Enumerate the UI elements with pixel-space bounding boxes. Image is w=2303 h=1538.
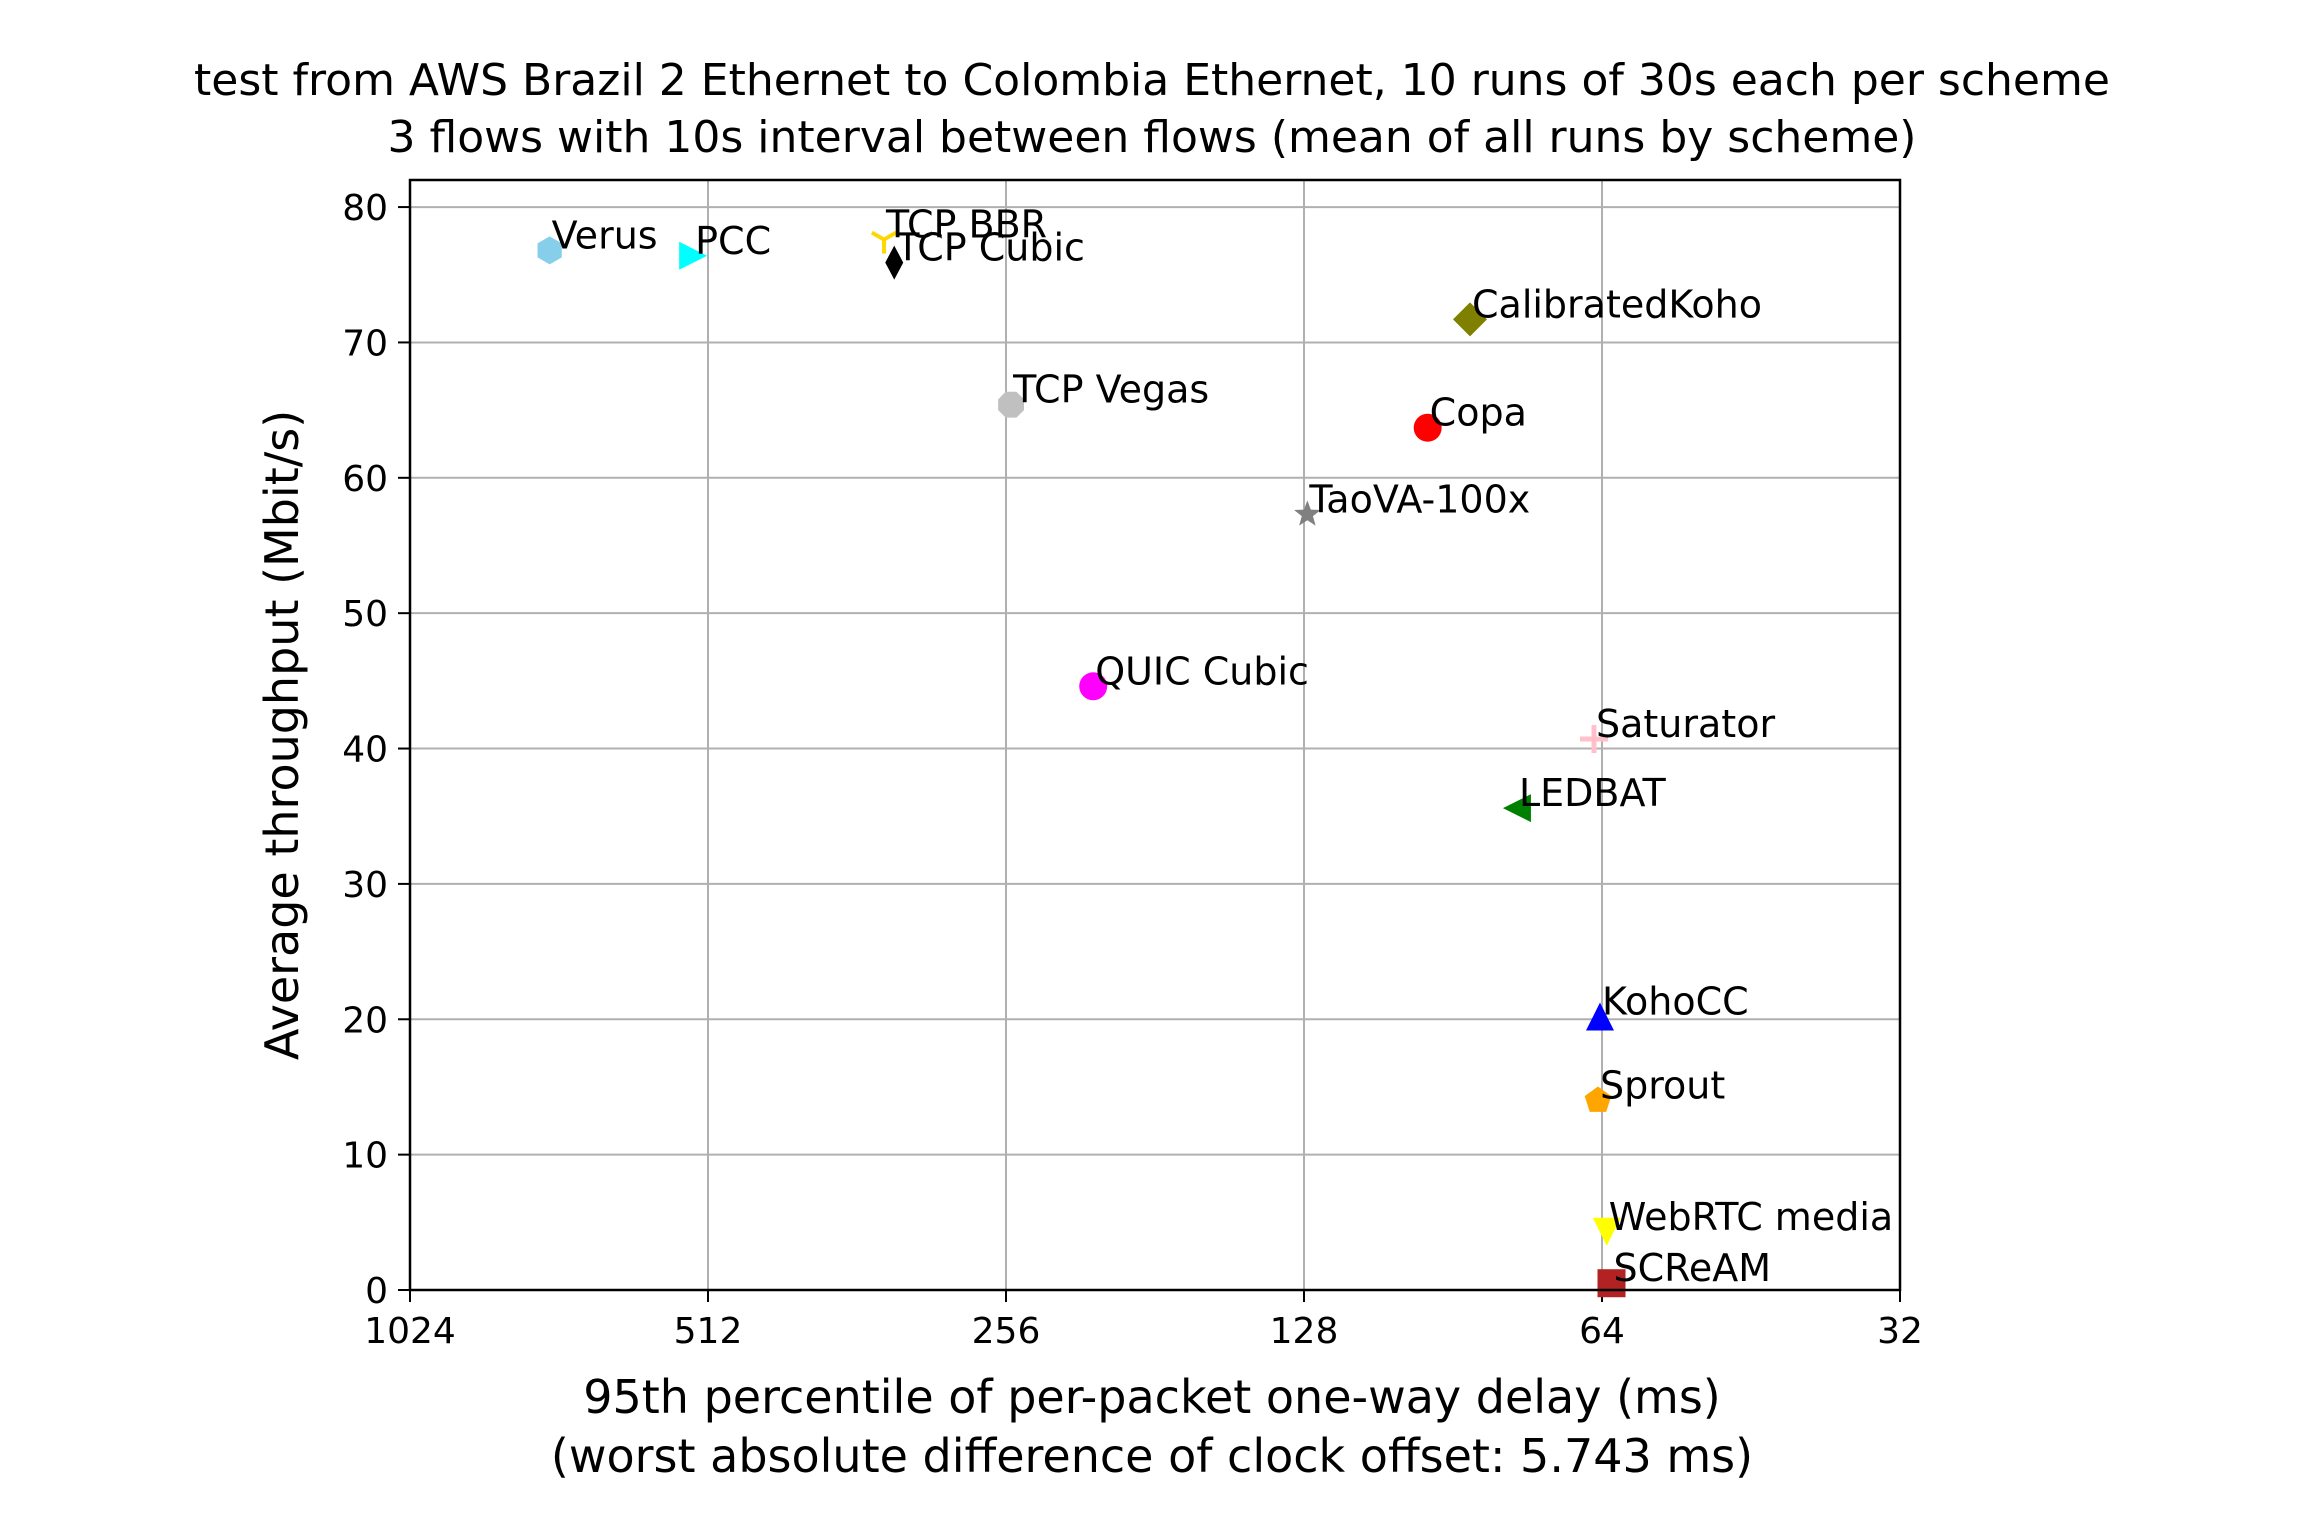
point-calibratedkoho: [1453, 302, 1487, 337]
chart-title-line-1: test from AWS Brazil 2 Ethernet to Colom…: [194, 55, 2110, 106]
point-label-calibratedkoho: CalibratedKoho: [1472, 282, 1762, 326]
point-label-sprout: Sprout: [1600, 1063, 1725, 1107]
x-tick-label: 256: [972, 1311, 1041, 1352]
point-label-verus: Verus: [552, 213, 658, 257]
point-pcc: [679, 241, 708, 270]
x-tick-label: 128: [1270, 1311, 1339, 1352]
point-tcp-bbr: [870, 230, 898, 254]
y-tick-label: 60: [342, 459, 388, 500]
point-kohocc: [1585, 1002, 1614, 1031]
x-tick-label: 1024: [364, 1311, 456, 1352]
point-webrtc-media: [1592, 1217, 1621, 1246]
point-label-quic-cubic: QUIC Cubic: [1095, 649, 1309, 693]
point-copa: [1413, 413, 1442, 442]
x-axis: 1024 512 256 128 64 32: [364, 1290, 1923, 1352]
point-sprout: [1584, 1086, 1612, 1112]
point-verus: [537, 236, 562, 265]
x-axis-label-line-2: (worst absolute difference of clock offs…: [551, 1429, 1753, 1483]
point-quic-cubic: [1079, 672, 1108, 701]
point-label-pcc: PCC: [695, 219, 771, 263]
point-taova-100x: [1294, 500, 1321, 526]
x-tick-label: 512: [674, 1311, 743, 1352]
point-label-copa: Copa: [1430, 391, 1527, 435]
plot-frame: [408, 178, 1902, 1292]
point-label-tcp-cubic: TCP Cubic: [895, 226, 1085, 270]
point-ledbat: [1502, 794, 1531, 823]
y-tick-label: 50: [342, 594, 388, 635]
x-axis-label-line-1: 95th percentile of per-packet one-way de…: [583, 1370, 1721, 1424]
point-label-scream: SCReAM: [1614, 1246, 1772, 1290]
point-label-webrtc-media: WebRTC media: [1609, 1195, 1893, 1239]
y-tick-label: 40: [342, 730, 388, 771]
chart-title-line-2: 3 flows with 10s interval between flows …: [388, 112, 1917, 163]
x-tick-label: 64: [1579, 1311, 1625, 1352]
point-scream: [1597, 1269, 1626, 1298]
y-tick-label: 80: [342, 188, 388, 229]
point-label-taova-100x: TaoVA-100x: [1308, 477, 1530, 521]
y-tick-label: 30: [342, 865, 388, 906]
y-axis-label: Average throughput (Mbit/s): [255, 410, 309, 1060]
y-tick-label: 20: [342, 1000, 388, 1041]
y-tick-label: 0: [365, 1271, 388, 1312]
gridlines: [409, 180, 1901, 1291]
y-tick-label: 10: [342, 1136, 388, 1177]
x-tick-label: 32: [1877, 1311, 1923, 1352]
point-label-ledbat: LEDBAT: [1519, 771, 1667, 815]
point-label-saturator: Saturator: [1596, 702, 1775, 746]
point-label-kohocc: KohoCC: [1602, 980, 1749, 1024]
point-saturator: [1580, 725, 1609, 754]
y-axis: 0 10 20 30 40 50 60 70 80: [342, 188, 410, 1312]
point-label-tcp-vegas: TCP Vegas: [1012, 368, 1209, 412]
point-label-tcp-bbr: TCP BBR: [885, 203, 1047, 247]
point-tcp-cubic: [885, 245, 904, 280]
point-tcp-vegas: [998, 391, 1024, 418]
y-tick-label: 70: [342, 323, 388, 364]
